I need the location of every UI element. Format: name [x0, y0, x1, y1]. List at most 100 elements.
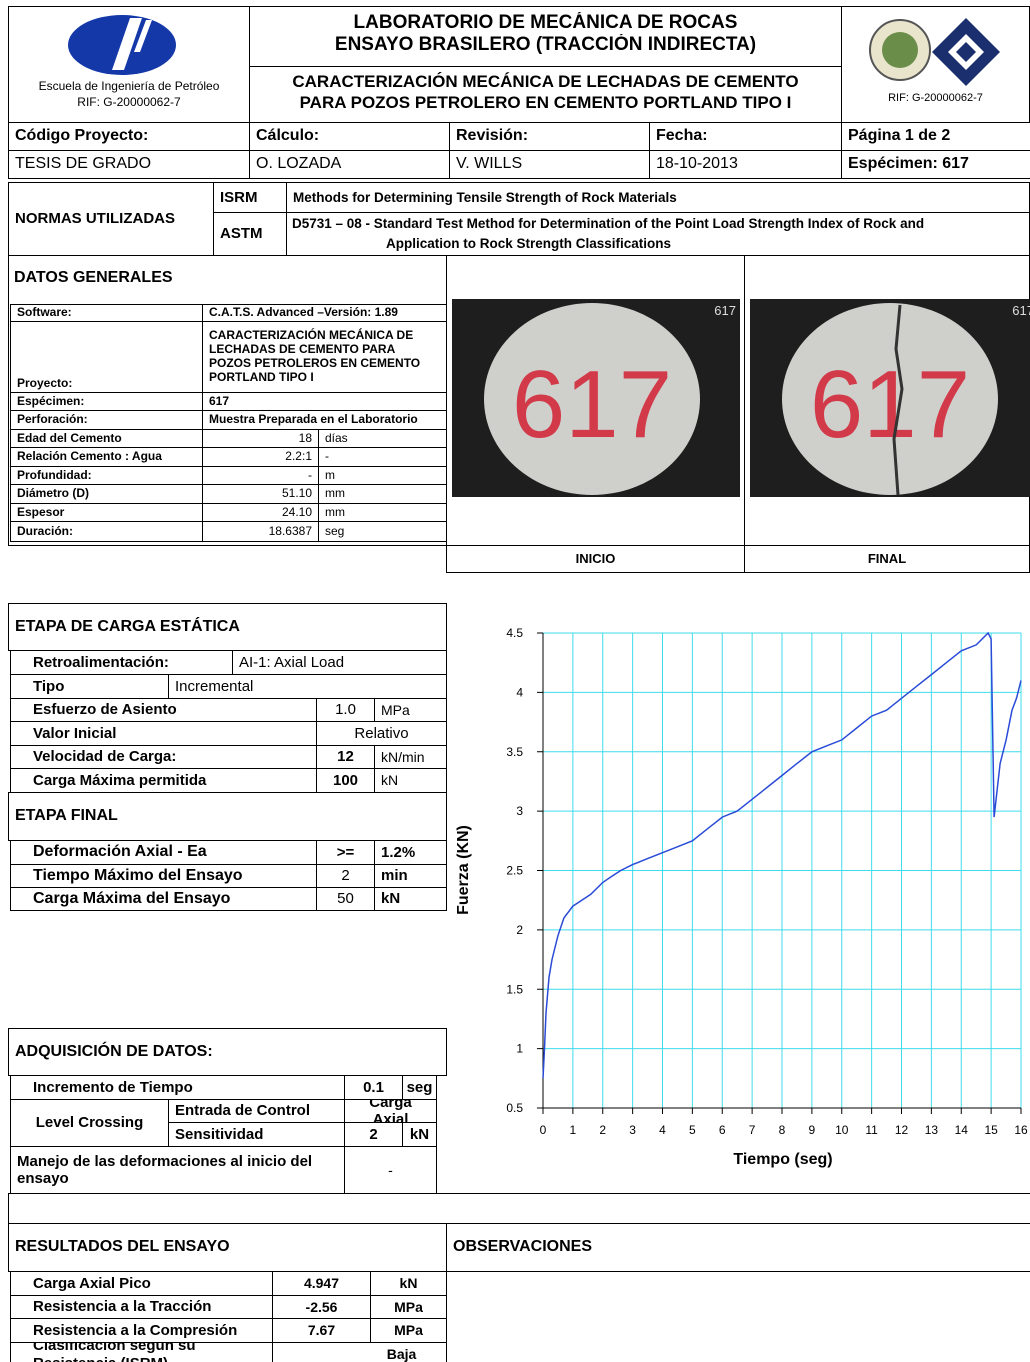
field-label: Tipo — [10, 674, 169, 699]
specimen-photo: 617 617 — [750, 299, 1030, 497]
x-tick-label: 10 — [835, 1123, 849, 1137]
info-label: Revisión: — [449, 122, 650, 151]
field-label: Retroalimentación: — [10, 650, 233, 675]
info-value: TESIS DE GRADO — [8, 150, 250, 179]
info-label: Fecha: — [649, 122, 842, 151]
field-label: Carga Axial Pico — [10, 1271, 273, 1296]
field-value: -2.56 — [272, 1295, 371, 1319]
school-logo — [68, 15, 176, 75]
x-tick-label: 1 — [570, 1123, 577, 1137]
field-unit: - — [318, 447, 447, 467]
section-title: ETAPA FINAL — [8, 792, 447, 841]
y-tick-label: 1.5 — [506, 982, 523, 996]
field-unit: kN — [374, 768, 447, 793]
field-unit: kN/min — [374, 745, 447, 769]
section-title: OBSERVACIONES — [446, 1223, 1030, 1272]
field-label: Proyecto: — [10, 321, 203, 393]
y-tick-label: 1 — [516, 1042, 523, 1056]
x-tick-label: 13 — [925, 1123, 939, 1137]
field-label: Manejo de las deformaciones al inicio de… — [10, 1146, 345, 1194]
y-tick-label: 4.5 — [506, 626, 523, 640]
field-value: 0.1 — [344, 1075, 403, 1100]
norm-code: ASTM — [213, 212, 287, 256]
x-tick-label: 8 — [779, 1123, 786, 1137]
field-label: Deformación Axial - Ea — [10, 840, 317, 865]
x-tick-label: 2 — [599, 1123, 606, 1137]
field-value: 2.2:1 — [202, 447, 319, 467]
field-value: Relativo — [316, 721, 447, 746]
rif: RIF: G-20000062-7 — [77, 95, 181, 110]
field-unit: kN — [374, 887, 447, 911]
university-logos — [869, 18, 1000, 86]
field-value: 2 — [344, 1122, 403, 1147]
field-value: 1.0 — [316, 698, 375, 722]
field-label: Esfuerzo de Asiento — [10, 698, 317, 722]
field-value: >= — [316, 840, 375, 865]
field-unit: seg — [318, 521, 447, 542]
field-value: 18 — [202, 429, 319, 448]
field-unit: kN — [402, 1122, 437, 1147]
x-tick-label: 12 — [895, 1123, 909, 1137]
specimen-mark: 617 — [810, 351, 970, 458]
specimen-disk — [484, 303, 700, 495]
field-label: Level Crossing — [10, 1099, 169, 1147]
section-title: DATOS GENERALES — [14, 268, 173, 286]
info-value: O. LOZADA — [249, 150, 450, 179]
field-unit: kN — [370, 1271, 447, 1296]
field-label: Espesor — [10, 503, 203, 522]
field-label: Velocidad de Carga: — [10, 745, 317, 769]
y-axis-label: Fuerza (KN) — [455, 825, 472, 915]
field-value: 617 — [202, 392, 447, 411]
info-label: Página 1 de 2 — [841, 122, 1030, 151]
x-tick-label: 3 — [629, 1123, 636, 1137]
x-tick-label: 7 — [749, 1123, 756, 1137]
photo-caption: FINAL — [744, 545, 1030, 573]
field-label: Relación Cemento : Agua — [10, 447, 203, 467]
photo-caption: INICIO — [446, 545, 745, 573]
x-tick-label: 5 — [689, 1123, 696, 1137]
field-value: 7.67 — [272, 1318, 371, 1343]
field-label: Resistencia a la Compresión — [10, 1318, 273, 1343]
field-label: Diámetro (D) — [10, 484, 203, 504]
x-tick-label: 14 — [955, 1123, 969, 1137]
field-label: Espécimen: — [10, 392, 203, 411]
force-time-chart: Fuerza (KN) Tiempo (seg) 0 1 2 3 4 5 6 7 8 9 10 11 1… — [455, 626, 1028, 1168]
y-tick-label: 3 — [516, 804, 523, 818]
photo-tag: 617 — [714, 303, 736, 318]
x-tick-label: 16 — [1014, 1123, 1028, 1137]
field-value: Carga Axial — [344, 1099, 437, 1123]
field-value: 2 — [316, 864, 375, 888]
rif: RIF: G-20000062-7 — [888, 91, 983, 104]
field-label: Clasificación según su Resistencia (ISRM… — [10, 1342, 273, 1362]
norm-text: Application to Rock Strength Classificat… — [386, 236, 672, 252]
field-label: Tiempo Máximo del Ensayo — [10, 864, 317, 888]
specimen-mark: 617 — [512, 351, 672, 458]
info-value: V. WILLS — [449, 150, 650, 179]
norm-text: D5731 – 08 - Standard Test Method for De… — [292, 216, 925, 232]
field-unit: m — [318, 466, 447, 485]
y-tick-label: 3.5 — [506, 745, 523, 759]
cell-box — [8, 1193, 1030, 1224]
y-tick-label: 0.5 — [506, 1101, 523, 1115]
field-label: Entrada de Control — [168, 1099, 345, 1123]
field-value: Incremental — [168, 674, 447, 699]
field-label: Software: — [10, 304, 203, 322]
force-line — [542, 631, 1022, 1079]
field-label: Duración: — [10, 521, 203, 542]
field-unit: seg — [402, 1075, 437, 1100]
school-name: Escuela de Ingeniería de Petróleo — [38, 79, 220, 94]
field-unit: min — [374, 864, 447, 888]
test-title: ENSAYO BRASILERO (TRACCIÓN INDIRECTA) — [334, 34, 757, 56]
field-unit: MPa — [374, 698, 447, 722]
field-value: CARACTERIZACIÓN MECÁNICA DE LECHADAS DE … — [202, 321, 447, 393]
field-value: - — [202, 466, 319, 485]
field-value: 50 — [316, 887, 375, 911]
y-tick-label: 4 — [516, 685, 523, 699]
field-unit: mm — [318, 503, 447, 522]
field-unit: días — [318, 429, 447, 448]
field-label: Profundidad: — [10, 466, 203, 485]
field-value: C.A.T.S. Advanced –Versión: 1.89 — [202, 304, 447, 322]
field-value: 24.10 — [202, 503, 319, 522]
field-value: 18.6387 — [202, 521, 319, 542]
field-value: - — [344, 1146, 437, 1194]
